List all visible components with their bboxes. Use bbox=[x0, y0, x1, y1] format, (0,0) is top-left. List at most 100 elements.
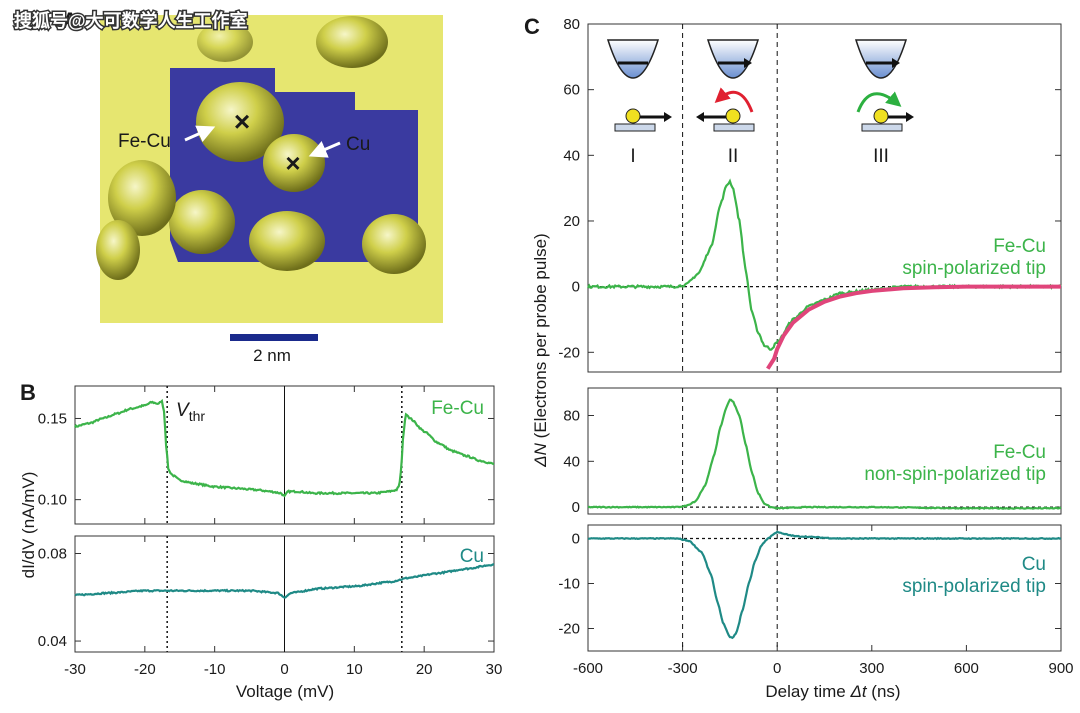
cu-arrow bbox=[308, 141, 341, 158]
b-xlabel: Voltage (mV) bbox=[236, 682, 334, 701]
x-tick-label: -10 bbox=[204, 661, 226, 678]
panel-a-letter: A bbox=[62, 8, 78, 33]
fe-cu-label: Fe-Cu bbox=[118, 131, 171, 152]
fe-cu-atom bbox=[196, 82, 284, 162]
x-tick-label: 600 bbox=[954, 660, 979, 677]
c-xlabel-var: Δt bbox=[849, 682, 867, 701]
schematic-state-ii: II bbox=[696, 39, 760, 167]
arrowhead-icon bbox=[892, 58, 900, 68]
watermark: 搜狐号@大可数学人生工作室 bbox=[14, 10, 248, 31]
series-label: spin-polarized tip bbox=[902, 576, 1046, 597]
cu-label: Cu bbox=[346, 134, 370, 155]
c-xlabel-unit: (ns) bbox=[867, 682, 901, 701]
x-tick-label: -20 bbox=[134, 661, 156, 678]
y-tick-label: 0.08 bbox=[38, 546, 67, 563]
flip-arrow-icon bbox=[714, 87, 754, 113]
flip-arrow-icon bbox=[856, 91, 902, 113]
plot-frame bbox=[587, 387, 1062, 515]
y-tick-label: 20 bbox=[563, 213, 580, 230]
atom-icon bbox=[625, 108, 641, 124]
y-tick-label: 0.10 bbox=[38, 492, 67, 509]
plot-frame bbox=[587, 524, 1062, 652]
bowl-icon bbox=[606, 39, 660, 79]
series-label: Fe-Cu bbox=[993, 236, 1046, 257]
bowl-icon bbox=[854, 39, 908, 79]
y-tick-label: -20 bbox=[558, 344, 580, 361]
atom bbox=[169, 190, 235, 254]
y-tick-label: 80 bbox=[563, 407, 580, 424]
x-tick-label: -30 bbox=[64, 661, 86, 678]
y-tick-label: 80 bbox=[563, 16, 580, 33]
fe-cu-marker: × bbox=[234, 106, 250, 137]
atom-icon bbox=[725, 108, 741, 124]
arrowhead-icon bbox=[696, 112, 704, 122]
panel-c-bottom-chart: -20 -10 0 -600 -300 0 300 600 900 Cuspin-polarize… bbox=[558, 524, 1074, 677]
x-tick-label: 900 bbox=[1048, 660, 1073, 677]
panel-c-letter: C bbox=[524, 14, 540, 39]
c-ylabel-rest: (Electrons per probe pulse) bbox=[531, 233, 550, 443]
x-tick-label: 20 bbox=[416, 661, 433, 678]
plot-frame bbox=[587, 23, 1062, 373]
x-tick-label: -300 bbox=[668, 660, 698, 677]
series-label: spin-polarized tip bbox=[902, 258, 1046, 279]
b-ylabel: dI/dV (nA/mV) bbox=[19, 472, 38, 579]
x-tick-label: 10 bbox=[346, 661, 363, 678]
y-tick-label: 60 bbox=[563, 82, 580, 99]
arrowhead-icon bbox=[906, 112, 914, 122]
fit-line bbox=[766, 284, 1061, 370]
y-tick-label: -20 bbox=[558, 621, 580, 638]
state-label: I bbox=[630, 146, 635, 167]
series-line bbox=[587, 530, 1062, 640]
c-ylabel-var: ΔN bbox=[531, 442, 550, 467]
c-xlabel: Delay time Δt (ns) bbox=[765, 682, 900, 701]
surface-icon bbox=[861, 123, 903, 132]
schematic-state-i: I bbox=[606, 39, 672, 167]
series-label: Cu bbox=[460, 546, 484, 567]
series-line bbox=[74, 563, 495, 599]
x-tick-label: 300 bbox=[859, 660, 884, 677]
arrowhead-icon bbox=[744, 58, 752, 68]
vthr-annotation: Vthr bbox=[176, 400, 205, 424]
state-label: III bbox=[873, 146, 889, 167]
fe-cu-arrow bbox=[184, 125, 216, 143]
bowl-icon bbox=[706, 39, 760, 79]
vthr-sub: thr bbox=[189, 408, 206, 424]
atom bbox=[108, 160, 176, 236]
y-tick-label: 0 bbox=[572, 499, 580, 516]
panel-a: × × Fe-Cu Cu 2 nm A bbox=[62, 8, 443, 365]
y-tick-label: 0.04 bbox=[38, 633, 67, 650]
spin-schematic: I II III bbox=[606, 39, 914, 167]
x-tick-label: 0 bbox=[773, 660, 781, 677]
cu-marker: × bbox=[285, 148, 300, 178]
y-tick-label: 0 bbox=[572, 531, 580, 548]
y-tick-label: -10 bbox=[558, 576, 580, 593]
c-xlabel-prefix: Delay time bbox=[765, 682, 850, 701]
panel-b-top-chart: 0.10 0.15 Fe-Cu bbox=[38, 385, 495, 525]
x-tick-label: 0 bbox=[280, 661, 288, 678]
panel-b-letter: B bbox=[20, 380, 36, 405]
arrowhead-icon bbox=[664, 112, 672, 122]
scale-bar-label: 2 nm bbox=[253, 346, 291, 365]
c-ylabel: ΔN (Electrons per probe pulse) bbox=[531, 233, 550, 467]
series-line bbox=[74, 398, 495, 498]
atom bbox=[197, 22, 253, 62]
series-label: Cu bbox=[1022, 554, 1046, 575]
y-tick-label: 0.15 bbox=[38, 410, 67, 427]
atom bbox=[362, 214, 426, 274]
state-label: II bbox=[728, 146, 739, 167]
series-label: non-spin-polarized tip bbox=[864, 464, 1046, 485]
surface-icon bbox=[614, 123, 656, 132]
atom-icon bbox=[873, 108, 889, 124]
x-tick-label: -600 bbox=[573, 660, 603, 677]
atom bbox=[316, 16, 388, 68]
atom bbox=[96, 220, 140, 280]
atom bbox=[249, 211, 325, 271]
series-label: Fe-Cu bbox=[993, 442, 1046, 463]
series-label: Fe-Cu bbox=[431, 398, 484, 419]
scale-bar bbox=[230, 334, 318, 341]
vthr-main: V bbox=[176, 400, 191, 421]
y-tick-label: 40 bbox=[563, 147, 580, 164]
